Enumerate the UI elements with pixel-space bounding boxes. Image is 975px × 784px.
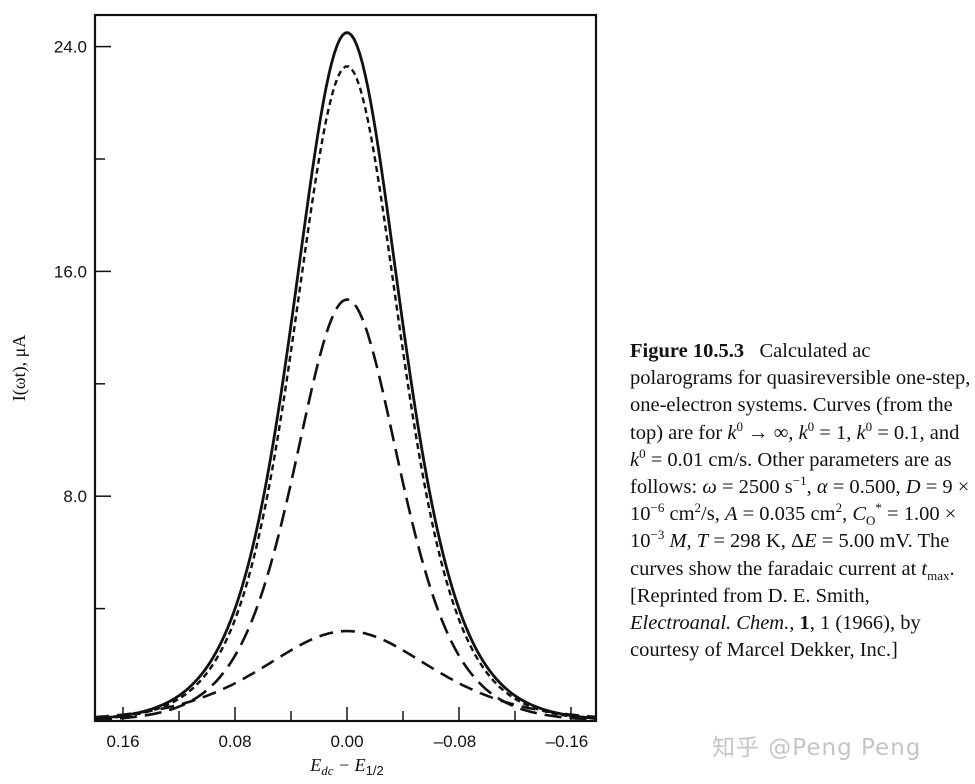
- curves: [94, 31, 597, 721]
- y-axis-ticks: [95, 45, 111, 610]
- curve-dash: [94, 629, 597, 719]
- x-axis-tick-labels: 0.16 0.08 0.00 –0.08 –0.16: [106, 732, 588, 751]
- x-tick-label: 0.00: [330, 732, 363, 751]
- plot-frame: [93, 13, 598, 723]
- x-axis-ticks: [122, 707, 572, 721]
- x-tick-label: 0.16: [106, 732, 139, 751]
- figure-caption-text: Calculated ac polarograms for quasirever…: [630, 340, 971, 662]
- curve-long-dash: [94, 298, 597, 721]
- y-tick-label: 24.0: [54, 38, 87, 57]
- figure-caption: Figure 10.5.3 Calculated ac polarograms …: [630, 338, 975, 664]
- y-tick-label: 16.0: [54, 262, 87, 281]
- curve-solid: [94, 31, 597, 720]
- curve-short-dash: [94, 65, 597, 721]
- y-axis-tick-labels: 8.0 16.0 24.0: [54, 38, 87, 507]
- y-axis-title: I(ωt), μA: [9, 335, 30, 401]
- x-tick-label: 0.08: [218, 732, 251, 751]
- x-tick-label: –0.16: [546, 732, 589, 751]
- x-tick-label: –0.08: [434, 732, 477, 751]
- y-tick-label: 8.0: [63, 487, 87, 506]
- watermark: 知乎 @Peng Peng: [712, 735, 922, 761]
- x-axis-title: Edc − E1/2: [309, 755, 384, 778]
- figure-label: Figure 10.5.3: [630, 340, 745, 362]
